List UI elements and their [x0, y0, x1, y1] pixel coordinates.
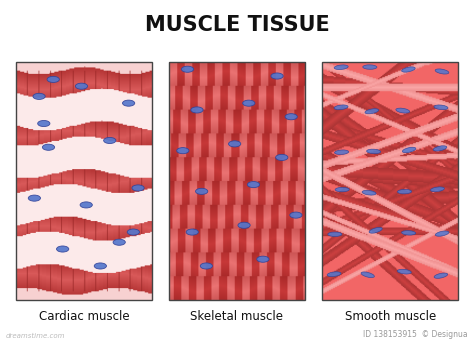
Ellipse shape — [363, 65, 377, 69]
Ellipse shape — [243, 100, 255, 106]
Ellipse shape — [200, 263, 212, 269]
Ellipse shape — [104, 137, 116, 144]
Ellipse shape — [257, 256, 269, 262]
Ellipse shape — [430, 187, 445, 192]
Ellipse shape — [334, 65, 348, 69]
Ellipse shape — [435, 69, 449, 74]
Ellipse shape — [80, 202, 92, 208]
Ellipse shape — [402, 147, 416, 153]
Ellipse shape — [434, 105, 448, 110]
Text: Cardiac muscle: Cardiac muscle — [38, 311, 129, 324]
Ellipse shape — [276, 154, 288, 160]
Ellipse shape — [401, 67, 415, 72]
Ellipse shape — [247, 182, 260, 188]
Ellipse shape — [28, 195, 40, 201]
Ellipse shape — [335, 187, 349, 192]
Text: dreamstime.com: dreamstime.com — [6, 333, 65, 339]
Ellipse shape — [75, 83, 88, 89]
Text: Smooth muscle: Smooth muscle — [345, 311, 436, 324]
Ellipse shape — [33, 93, 45, 100]
Ellipse shape — [327, 272, 341, 277]
Bar — [322, 63, 458, 300]
Ellipse shape — [369, 227, 382, 233]
Ellipse shape — [335, 150, 349, 155]
Ellipse shape — [182, 66, 194, 72]
Ellipse shape — [290, 212, 302, 218]
Ellipse shape — [397, 269, 411, 274]
Ellipse shape — [186, 229, 198, 235]
Ellipse shape — [435, 231, 449, 236]
Ellipse shape — [401, 231, 416, 235]
Ellipse shape — [132, 185, 144, 191]
Ellipse shape — [285, 114, 297, 120]
Ellipse shape — [191, 107, 203, 113]
Ellipse shape — [127, 229, 139, 235]
Ellipse shape — [122, 100, 135, 106]
Text: MUSCLE TISSUE: MUSCLE TISSUE — [145, 15, 329, 35]
Ellipse shape — [37, 120, 50, 127]
Ellipse shape — [196, 188, 208, 194]
Text: ID 138153915  © Designua: ID 138153915 © Designua — [363, 330, 468, 339]
Ellipse shape — [396, 108, 410, 113]
Ellipse shape — [47, 76, 59, 82]
Ellipse shape — [365, 109, 379, 114]
Ellipse shape — [271, 73, 283, 79]
Ellipse shape — [433, 146, 447, 151]
Bar — [169, 63, 305, 300]
Ellipse shape — [56, 246, 69, 252]
Ellipse shape — [334, 105, 348, 110]
Ellipse shape — [434, 273, 447, 278]
Text: Skeletal muscle: Skeletal muscle — [191, 311, 283, 324]
Ellipse shape — [177, 148, 189, 154]
Ellipse shape — [238, 222, 250, 228]
Ellipse shape — [362, 190, 376, 195]
Ellipse shape — [398, 189, 411, 194]
Ellipse shape — [113, 239, 125, 245]
Ellipse shape — [366, 149, 381, 154]
Ellipse shape — [328, 232, 342, 236]
Ellipse shape — [42, 144, 55, 150]
Bar — [16, 63, 152, 300]
Ellipse shape — [361, 272, 374, 278]
Ellipse shape — [228, 141, 241, 147]
Ellipse shape — [94, 263, 107, 269]
